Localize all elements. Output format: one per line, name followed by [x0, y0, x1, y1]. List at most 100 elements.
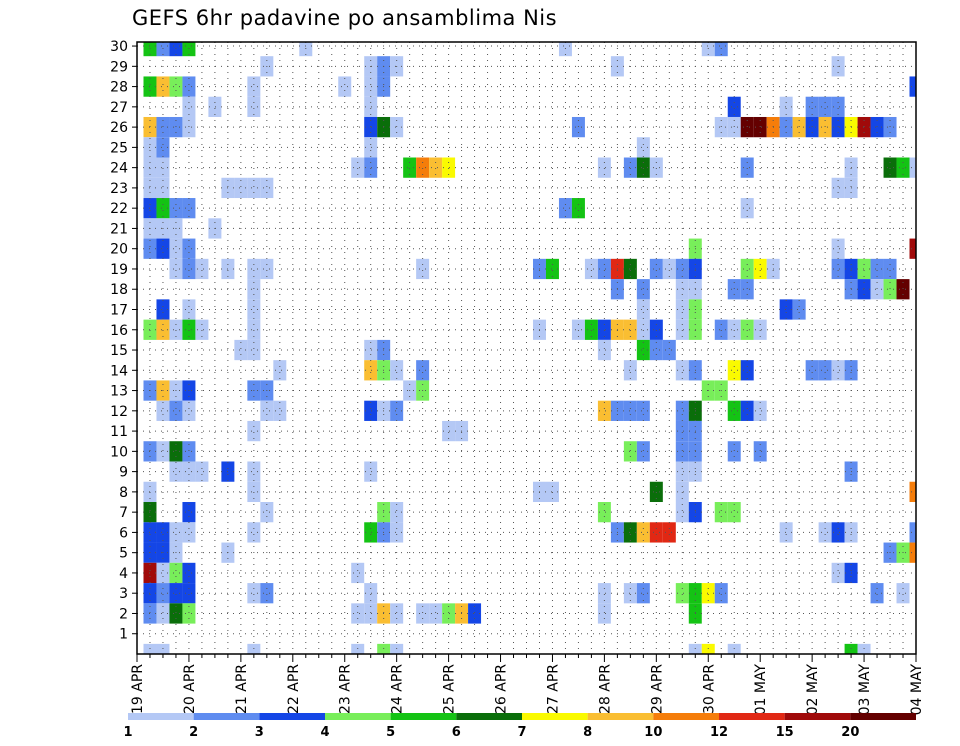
y-tick-label: 2 [119, 606, 128, 622]
heatmap-cell [260, 400, 274, 421]
heatmap-cell [740, 198, 754, 219]
legend-label: 7 [517, 725, 526, 740]
heatmap-cell [727, 116, 741, 138]
heatmap-cell [883, 258, 897, 280]
heatmap-cell [662, 258, 676, 280]
heatmap-cell [182, 400, 196, 421]
heatmap-cell [442, 157, 456, 178]
heatmap-cell [558, 42, 572, 57]
heatmap-cell [247, 522, 261, 543]
heatmap-cell [195, 461, 209, 482]
heatmap-cell [364, 522, 378, 543]
heatmap-cell [779, 299, 793, 320]
legend-label: 5 [386, 725, 395, 740]
heatmap-cell [909, 76, 916, 97]
heatmap-cell [195, 258, 209, 280]
heatmap-cell [390, 360, 404, 381]
heatmap-cell [429, 157, 443, 178]
heatmap-cell [597, 583, 611, 604]
heatmap-cell [156, 319, 170, 340]
heatmap-cell [260, 258, 274, 280]
y-tick-label: 14 [110, 363, 128, 379]
heatmap-cell [623, 360, 637, 381]
heatmap-cell [779, 116, 793, 138]
heatmap-cell [740, 116, 754, 138]
heatmap-cell [156, 400, 170, 421]
heatmap-cell [234, 339, 248, 361]
legend-swatch [259, 713, 325, 720]
heatmap-cell [545, 481, 559, 503]
y-tick-label: 16 [110, 323, 128, 339]
heatmap-cell [545, 258, 559, 280]
legend-swatch [456, 713, 522, 720]
heatmap-cell [857, 258, 871, 280]
heatmap-cell [623, 522, 637, 543]
heatmap-cell [364, 137, 378, 158]
heatmap-cell [156, 42, 170, 57]
y-tick-label: 30 [110, 39, 128, 55]
heatmap-cell [714, 116, 728, 138]
heatmap-cell [636, 137, 650, 158]
heatmap-cell [468, 603, 482, 624]
heatmap-cell [831, 238, 845, 259]
heatmap-cell [273, 360, 287, 381]
y-tick-label: 19 [110, 262, 128, 278]
heatmap-cell [649, 157, 663, 178]
heatmap-cell [416, 258, 430, 280]
heatmap-cell [805, 360, 819, 381]
heatmap-cell [364, 76, 378, 97]
y-tick-label: 20 [110, 242, 128, 258]
heatmap-cell [169, 198, 183, 219]
legend-label: 10 [644, 725, 662, 740]
heatmap-cell [675, 502, 689, 523]
y-tick-label: 11 [110, 424, 128, 440]
heatmap-cell [636, 157, 650, 178]
heatmap-cell [364, 339, 378, 361]
heatmap-cell [597, 319, 611, 340]
heatmap-cell [727, 502, 741, 523]
heatmap-cell [364, 96, 378, 117]
heatmap-cell [792, 116, 806, 138]
heatmap-cell [260, 177, 274, 199]
heatmap-cell [636, 279, 650, 300]
y-tick-label: 21 [110, 221, 128, 237]
heatmap-cell [390, 400, 404, 421]
heatmap-cell [870, 258, 884, 280]
heatmap-cell [247, 96, 261, 117]
heatmap-cell [571, 198, 585, 219]
x-tick-label: 04 MAY [909, 664, 925, 716]
heatmap-cell [597, 339, 611, 361]
heatmap-cell [182, 299, 196, 320]
x-tick-label: 19 APR [130, 664, 146, 714]
heatmap-cell [247, 339, 261, 361]
heatmap-cell [740, 279, 754, 300]
heatmap-cell [883, 279, 897, 300]
heatmap-cell [818, 116, 832, 138]
heatmap-cell [182, 461, 196, 482]
heatmap-cell [727, 400, 741, 421]
heatmap-cell [623, 400, 637, 421]
heatmap-cell [727, 279, 741, 300]
legend-label: 1 [123, 725, 132, 740]
heatmap-cell [675, 258, 689, 280]
y-tick-label: 1 [119, 627, 128, 643]
x-tick-label: 01 MAY [753, 664, 769, 716]
x-tick-label: 30 APR [701, 664, 717, 714]
legend-swatch [128, 713, 194, 720]
heatmap-cell [364, 400, 378, 421]
heatmap-cell [818, 96, 832, 117]
heatmap-cell [208, 96, 222, 117]
heatmap-cell [896, 583, 910, 604]
heatmap-cell [636, 339, 650, 361]
heatmap-cell [662, 339, 676, 361]
legend-label: 3 [255, 725, 264, 740]
y-tick-label: 27 [110, 100, 128, 116]
heatmap-cell [857, 116, 871, 138]
heatmap-cell [156, 137, 170, 158]
heatmap-cell [831, 562, 845, 584]
heatmap-cell [675, 420, 689, 442]
heatmap-cell [636, 441, 650, 462]
legend-swatch [587, 713, 654, 720]
heatmap-cell [584, 258, 598, 280]
